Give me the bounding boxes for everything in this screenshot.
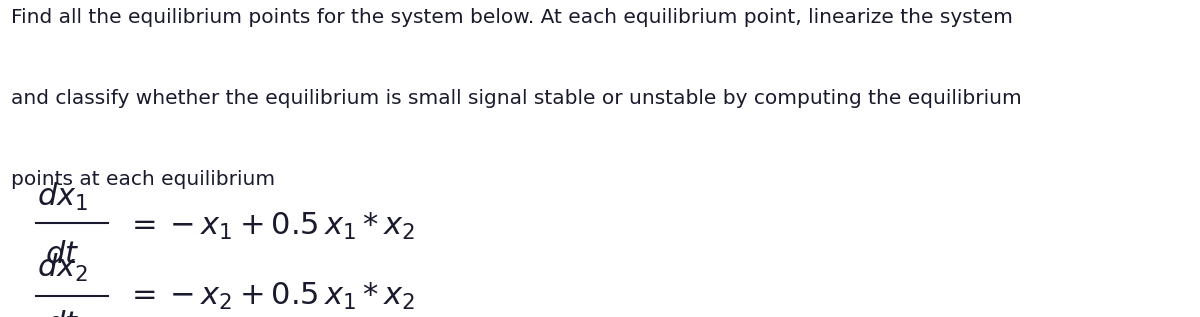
Text: $dx_1$: $dx_1$ — [37, 180, 88, 213]
Text: $dt$: $dt$ — [46, 241, 79, 269]
Text: $= -x_2 + 0.5\,x_1 * x_2$: $= -x_2 + 0.5\,x_1 * x_2$ — [126, 281, 415, 312]
Text: $= -x_1 + 0.5\,x_1 * x_2$: $= -x_1 + 0.5\,x_1 * x_2$ — [126, 211, 415, 242]
Text: and classify whether the equilibrium is small signal stable or unstable by compu: and classify whether the equilibrium is … — [11, 89, 1021, 108]
Text: $dx_2$: $dx_2$ — [37, 252, 88, 284]
Text: $dt$: $dt$ — [46, 311, 79, 317]
Text: Find all the equilibrium points for the system below. At each equilibrium point,: Find all the equilibrium points for the … — [11, 8, 1013, 27]
Text: points at each equilibrium: points at each equilibrium — [11, 170, 275, 189]
